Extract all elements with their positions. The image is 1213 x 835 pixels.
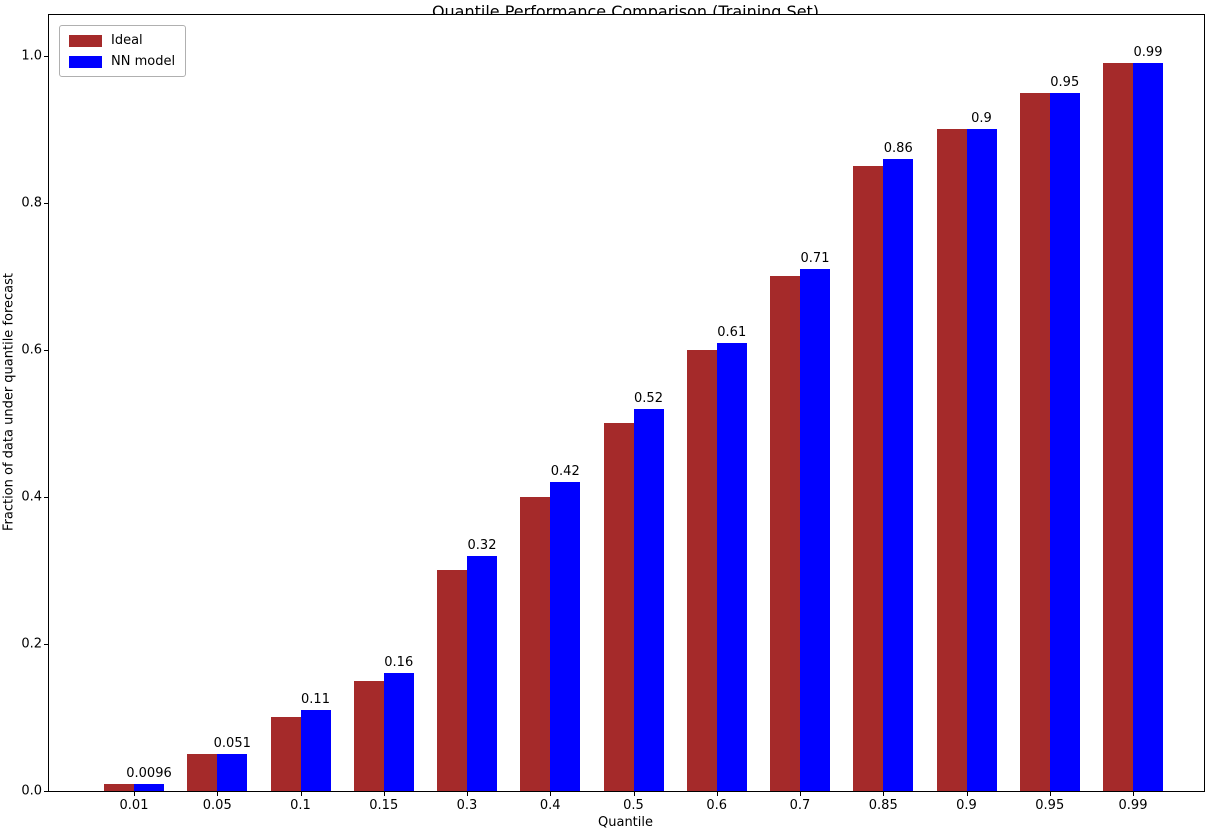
- x-tick-mark-0.6: [716, 792, 718, 796]
- bar-value-label-0.4: 0.42: [550, 464, 580, 479]
- bar-ideal-0.05: [187, 754, 218, 791]
- bar-ideal-0.85: [853, 166, 884, 791]
- legend: Ideal NN model: [59, 25, 187, 77]
- x-tick-mark-0.5: [633, 792, 635, 796]
- x-tick-label-0.7: 0.7: [789, 798, 811, 813]
- bar-value-label-0.6: 0.61: [717, 325, 747, 340]
- bar-value-label-0.85: 0.86: [883, 141, 913, 156]
- bar-ideal-0.3: [437, 570, 467, 791]
- bar-ideal-0.5: [603, 423, 634, 791]
- bar-nn-model-0.85: [883, 159, 914, 791]
- y-tick-mark-0.2: [44, 644, 48, 645]
- bar-value-label-0.1: 0.11: [301, 692, 330, 707]
- bar-value-label-0.05: 0.051: [213, 736, 251, 751]
- bar-nn-model-0.01: [134, 784, 164, 791]
- x-tick-label-0.05: 0.05: [202, 798, 232, 813]
- x-tick-mark-0.3: [467, 792, 468, 796]
- x-tick-label-0.1: 0.1: [290, 798, 311, 813]
- y-tick-label-0.0: 0.0: [21, 783, 42, 799]
- bar-nn-model-0.95: [1049, 93, 1080, 791]
- x-tick-label-0.4: 0.4: [539, 798, 561, 813]
- bar-value-label-0.3: 0.32: [467, 538, 497, 553]
- x-tick-label-0.6: 0.6: [706, 798, 728, 813]
- x-tick-mark-0.99: [1133, 792, 1134, 796]
- bar-nn-model-0.05: [217, 754, 248, 791]
- y-tick-label-0.6: 0.6: [21, 342, 42, 358]
- bar-value-label-0.5: 0.52: [634, 391, 663, 406]
- x-axis-label: Quantile: [598, 815, 653, 830]
- y-tick-label-0.4: 0.4: [21, 489, 42, 505]
- bar-ideal-0.95: [1019, 93, 1050, 791]
- bar-value-label-0.7: 0.71: [800, 251, 830, 266]
- plot-area: Ideal NN model 0.0096 0.01 0.051 0.05 0.11 0.…: [21, 14, 1205, 813]
- bar-nn-model-0.1: [300, 710, 331, 791]
- bar-nn-model-0.99: [1133, 63, 1163, 791]
- x-tick-mark-0.01: [134, 792, 135, 796]
- x-tick-mark-0.95: [1049, 792, 1051, 796]
- bar-value-label-0.95: 0.95: [1050, 75, 1080, 90]
- bar-ideal-0.7: [770, 276, 800, 791]
- bar-nn-model-0.6: [716, 343, 747, 791]
- x-tick-label-0.15: 0.15: [369, 798, 399, 813]
- x-tick-mark-0.05: [217, 792, 219, 796]
- legend-item-nn-model: NN model: [69, 54, 175, 69]
- x-tick-mark-0.15: [383, 792, 385, 796]
- bar-ideal-0.9: [936, 129, 967, 791]
- bar-value-label-0.15: 0.16: [384, 655, 414, 670]
- bar-ideal-0.15: [353, 681, 384, 791]
- bar-nn-model-0.15: [383, 673, 414, 791]
- bar-ideal-0.6: [686, 350, 717, 791]
- x-tick-label-0.5: 0.5: [623, 798, 644, 813]
- bar-nn-model-0.5: [633, 409, 664, 791]
- y-axis-label: Fraction of data under quantile forecast: [1, 272, 17, 532]
- bar-value-label-0.01: 0.0096: [126, 766, 172, 781]
- x-tick-label-0.9: 0.9: [956, 798, 977, 813]
- legend-label-nn-model: NN model: [111, 54, 176, 69]
- y-tick-label-0.8: 0.8: [21, 195, 42, 211]
- x-tick-label-0.3: 0.3: [456, 798, 478, 813]
- bar-nn-model-0.9: [966, 129, 997, 791]
- x-tick-mark-0.4: [550, 792, 552, 796]
- bar-value-label-0.9: 0.9: [971, 111, 992, 126]
- y-tick-mark-0.4: [44, 497, 48, 498]
- y-tick-label-0.2: 0.2: [21, 636, 42, 652]
- legend-item-ideal: Ideal: [69, 33, 175, 48]
- legend-swatch-nn-model: [69, 55, 102, 68]
- bar-nn-model-0.7: [800, 269, 830, 791]
- bar-ideal-0.01: [104, 784, 134, 791]
- x-tick-mark-0.85: [883, 792, 885, 796]
- x-tick-label-0.01: 0.01: [119, 798, 149, 813]
- x-tick-label-0.99: 0.99: [1118, 798, 1148, 813]
- bar-ideal-0.1: [270, 717, 301, 791]
- legend-swatch-ideal: [69, 34, 102, 47]
- y-tick-mark-0.0: [44, 791, 48, 792]
- x-tick-mark-0.1: [300, 792, 302, 796]
- bar-nn-model-0.4: [550, 482, 581, 791]
- bar-ideal-0.99: [1103, 63, 1133, 791]
- y-tick-mark-1.0: [44, 56, 48, 57]
- legend-label-ideal: Ideal: [111, 33, 143, 48]
- y-tick-mark-0.6: [44, 350, 48, 351]
- x-tick-mark-0.7: [800, 792, 801, 796]
- y-tick-label-1.0: 1.0: [21, 48, 42, 64]
- bar-ideal-0.4: [520, 497, 551, 791]
- bar-nn-model-0.3: [467, 556, 497, 791]
- bar-value-label-0.99: 0.99: [1133, 45, 1163, 60]
- x-tick-label-0.85: 0.85: [868, 798, 898, 813]
- x-tick-label-0.95: 0.95: [1035, 798, 1065, 813]
- x-tick-mark-0.9: [966, 792, 968, 796]
- y-tick-mark-0.8: [44, 203, 48, 204]
